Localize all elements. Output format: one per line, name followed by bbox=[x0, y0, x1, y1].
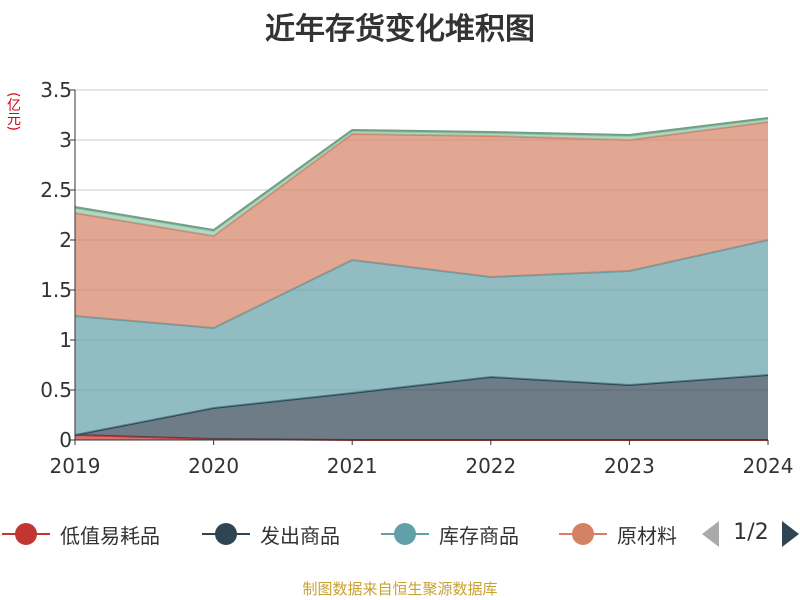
legend-next-page-button[interactable] bbox=[782, 521, 799, 547]
x-tick-labels: 2019 2020 2021 2022 2023 2024 bbox=[50, 454, 794, 478]
legend: 低值易耗品 发出商品 库存商品 原材料 1/2 bbox=[0, 514, 800, 554]
y-tick-label: 2.5 bbox=[40, 178, 72, 202]
series-area bbox=[75, 122, 768, 328]
series-areas bbox=[74, 117, 769, 441]
y-tick-label: 1 bbox=[59, 328, 72, 352]
axes bbox=[70, 89, 769, 445]
x-tick-label: 2019 bbox=[50, 454, 101, 478]
legend-label: 原材料 bbox=[617, 523, 677, 548]
y-tick-label: 1.5 bbox=[40, 278, 72, 302]
legend-item[interactable]: 原材料 bbox=[559, 514, 677, 554]
legend-prev-page-button[interactable] bbox=[702, 521, 719, 547]
legend-label: 发出商品 bbox=[260, 523, 340, 548]
x-tick-label: 2024 bbox=[743, 454, 794, 478]
y-tick-label: 0.5 bbox=[40, 378, 72, 402]
legend-label: 低值易耗品 bbox=[60, 523, 160, 548]
y-tick-labels: 0 0.5 1 1.5 2 2.5 3 3.5 bbox=[40, 78, 72, 452]
y-tick-label: 0 bbox=[59, 428, 72, 452]
x-tick-label: 2021 bbox=[327, 454, 378, 478]
legend-marker-icon bbox=[202, 514, 250, 554]
x-tick-label: 2023 bbox=[604, 454, 655, 478]
y-tick-label: 2 bbox=[59, 228, 72, 252]
legend-item[interactable]: 库存商品 bbox=[381, 514, 519, 554]
series-area bbox=[75, 240, 768, 435]
legend-page-indicator: 1/2 bbox=[733, 520, 769, 545]
legend-label: 库存商品 bbox=[439, 523, 519, 548]
x-tick-label: 2020 bbox=[188, 454, 239, 478]
legend-marker-icon bbox=[559, 514, 607, 554]
series-line bbox=[74, 117, 769, 232]
series-area bbox=[75, 375, 768, 440]
chart-plot: 0 0.5 1 1.5 2 2.5 3 3.5 2019 2020 2021 2022 2023 202… bbox=[40, 78, 794, 478]
y-tick-label: 3 bbox=[59, 128, 72, 152]
legend-item[interactable]: 低值易耗品 bbox=[2, 514, 160, 554]
y-tick-label: 3.5 bbox=[40, 78, 72, 102]
legend-item[interactable]: 发出商品 bbox=[202, 514, 340, 554]
legend-marker-icon bbox=[381, 514, 429, 554]
chart-title: 近年存货变化堆积图 bbox=[265, 12, 535, 47]
y-axis-unit-label: (亿元) bbox=[5, 92, 21, 131]
x-tick-label: 2022 bbox=[465, 454, 516, 478]
legend-marker-icon bbox=[2, 514, 50, 554]
legend-items: 低值易耗品 发出商品 库存商品 原材料 bbox=[0, 514, 682, 554]
source-note: 制图数据来自恒生聚源数据库 bbox=[302, 580, 498, 598]
